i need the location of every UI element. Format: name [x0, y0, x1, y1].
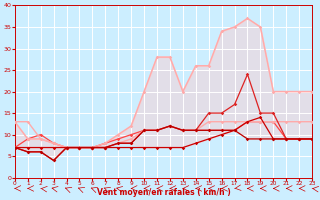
X-axis label: Vent moyen/en rafales ( km/h ): Vent moyen/en rafales ( km/h ) — [97, 188, 230, 197]
